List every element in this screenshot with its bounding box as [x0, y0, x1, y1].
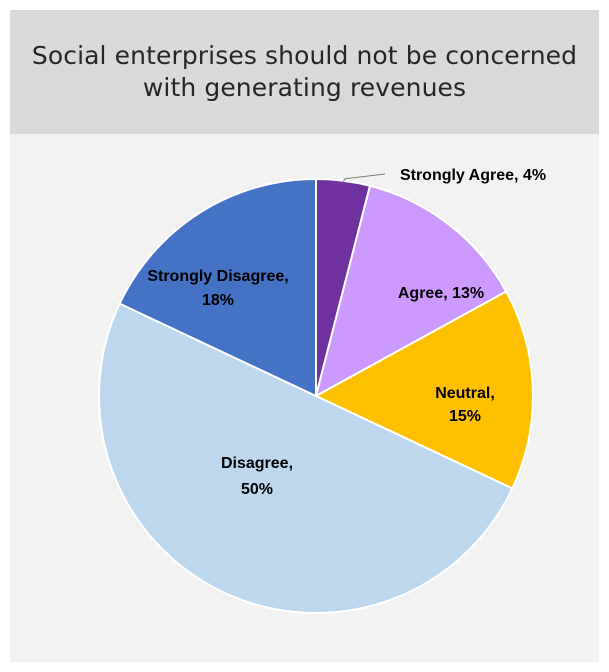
pie-slices — [98, 178, 534, 614]
label-strongly-disagree: Strongly Disagree, 18% — [147, 268, 288, 309]
pie-leader-lines — [342, 173, 386, 183]
label-strongly-agree: Strongly Agree, 4% — [400, 167, 546, 184]
label-disagree: Disagree, 50% — [221, 455, 293, 498]
chart-title: Social enterprises should not be concern… — [31, 41, 578, 102]
chart-panel: Social enterprises should not be concern… — [10, 10, 599, 662]
title-band: Social enterprises should not be concern… — [10, 10, 599, 134]
label-neutral: Neutral, 15% — [435, 385, 495, 425]
pie-labels: Strongly Agree, 4% Agree, 13% Neutral, 15% D… — [147, 167, 546, 498]
slice-agree — [315, 184, 508, 397]
slice-strongly-disagree — [118, 178, 317, 397]
slice-disagree — [98, 302, 514, 614]
slice-neutral — [315, 290, 534, 490]
pie-chart: Strongly Agree, 4% Agree, 13% Neutral, 15% D… — [98, 167, 546, 614]
leader-line-strongly-agree — [342, 173, 386, 183]
label-agree: Agree, 13% — [398, 285, 484, 302]
